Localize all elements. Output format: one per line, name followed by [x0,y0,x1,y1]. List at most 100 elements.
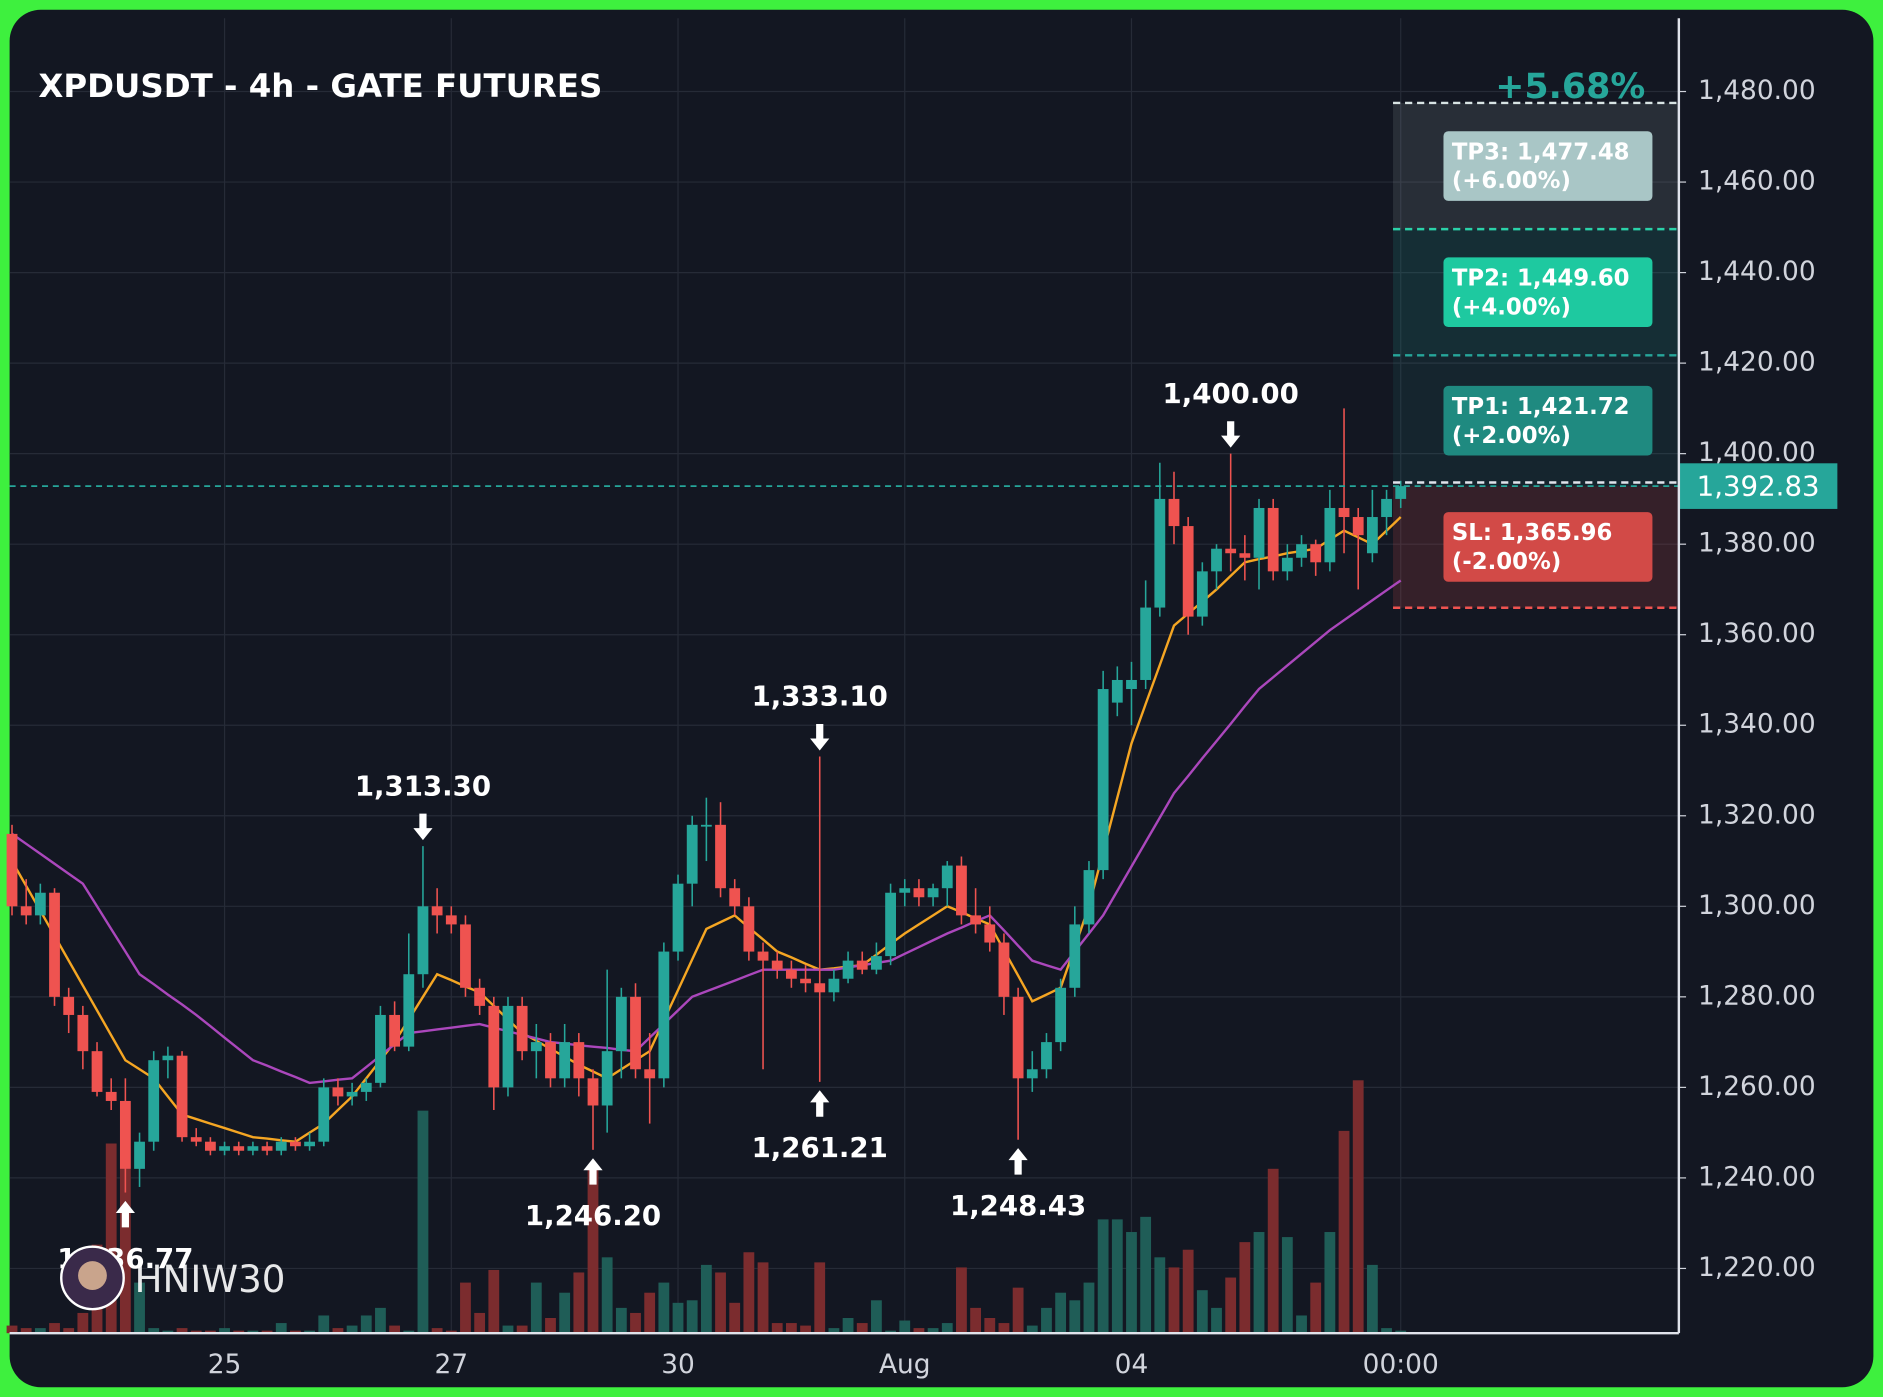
annotation-label: 1,261.21 [752,1131,888,1164]
y-tick-label: 1,240.00 [1698,1161,1816,1192]
candle-body [261,1146,273,1151]
volume-bar [261,1330,273,1334]
candle-body [6,833,18,907]
candle-body [318,1087,330,1142]
candle-body [1225,548,1237,554]
candle-body [34,892,46,916]
current-price-label: 1,392.83 [1697,469,1820,502]
watermark: HNIW30 [135,1257,286,1301]
volume-bar [1055,1292,1067,1334]
volume-bar [290,1330,301,1334]
volume-bar [644,1292,656,1334]
candle-body [190,1137,202,1142]
volume-bar [403,1330,415,1334]
volume-bar [1381,1328,1392,1334]
volume-bar [871,1300,882,1334]
candle-body [559,1042,571,1079]
annotation-label: 1,248.43 [950,1189,1086,1222]
annotation-arrow [810,1090,830,1117]
volume-bar [729,1302,741,1334]
level-label: SL: 1,365.96 [1452,520,1612,546]
level-label: TP3: 1,477.48 [1452,139,1630,165]
volume-bar [970,1307,982,1334]
candle-body [1296,544,1307,558]
candle-body [1352,517,1364,536]
candle-body [346,1091,358,1097]
volume-bar [927,1328,939,1334]
candle-body [1111,679,1123,703]
volume-bar [488,1269,500,1334]
volume-bar [233,1330,245,1334]
avatar-face [78,1261,107,1290]
volume-bar [1126,1232,1137,1334]
candle-body [615,996,627,1052]
candle-body [204,1141,216,1151]
candle-body [389,1014,401,1047]
candle-body [700,824,712,827]
candle-body [1182,526,1194,617]
volume-bar [1352,1080,1364,1334]
candle-body [1168,498,1180,527]
y-tick-label: 1,380.00 [1698,528,1816,559]
volume-bar [148,1328,160,1334]
candle-body [856,960,868,970]
volume-bar [1267,1168,1279,1334]
candle-body [332,1087,344,1097]
candle-body [885,892,896,957]
volume-bar [885,1330,896,1334]
candle-body [686,824,698,884]
volume-bar [460,1282,471,1334]
annotation-label: 1,333.10 [752,680,888,713]
level-pct: (+2.00%) [1452,423,1571,449]
volume-bar [545,1317,556,1334]
candle-body [176,1055,188,1138]
volume-bar [913,1328,925,1334]
volume-bar [658,1282,670,1334]
annotation-arrow [413,813,433,841]
volume-bar [1196,1290,1208,1334]
candle-body [162,1055,174,1061]
candle-body [105,1091,117,1101]
volume-bar [190,1330,202,1334]
volume-bar [6,1325,18,1334]
annotation-label: 1,400.00 [1163,377,1299,410]
annotation-arrow [583,1158,603,1185]
annotation-arrow [115,1200,135,1228]
level-pct: (+6.00%) [1452,168,1571,194]
candle-body [871,956,882,970]
volume-bar [700,1264,712,1334]
candle-body [474,987,486,1006]
volume-bar [1140,1216,1152,1334]
volume-bar [389,1325,401,1334]
volume-bar [346,1325,358,1334]
candle-body [814,983,826,993]
volume-bar [119,1168,131,1334]
level-label: TP2: 1,449.60 [1452,266,1630,292]
candle-body [573,1042,585,1079]
candle-body [431,906,443,916]
volume-bar [20,1328,32,1334]
candle-body [828,978,840,993]
candle-body [658,951,670,1079]
volume-bar [1239,1242,1251,1334]
candle-body [1239,553,1251,558]
candle-body [1097,689,1109,871]
candle-body [601,1051,613,1106]
candle-body [785,969,797,979]
candle-body [743,906,755,952]
candle-body [148,1060,160,1142]
volume-bar [1253,1232,1265,1334]
candle-body [1026,1069,1038,1079]
y-tick-label: 1,280.00 [1698,980,1816,1011]
volume-bar [1395,1330,1407,1334]
candle-body [1126,679,1137,690]
volume-bar [304,1330,315,1334]
volume-bar [800,1325,811,1334]
x-tick-label: Aug [879,1349,931,1380]
candle-body [1012,996,1024,1079]
volume-bar [743,1252,755,1334]
volume-bar [715,1272,726,1334]
candle-body [1395,486,1407,499]
volume-bar [417,1110,429,1334]
y-tick-label: 1,400.00 [1698,437,1816,468]
